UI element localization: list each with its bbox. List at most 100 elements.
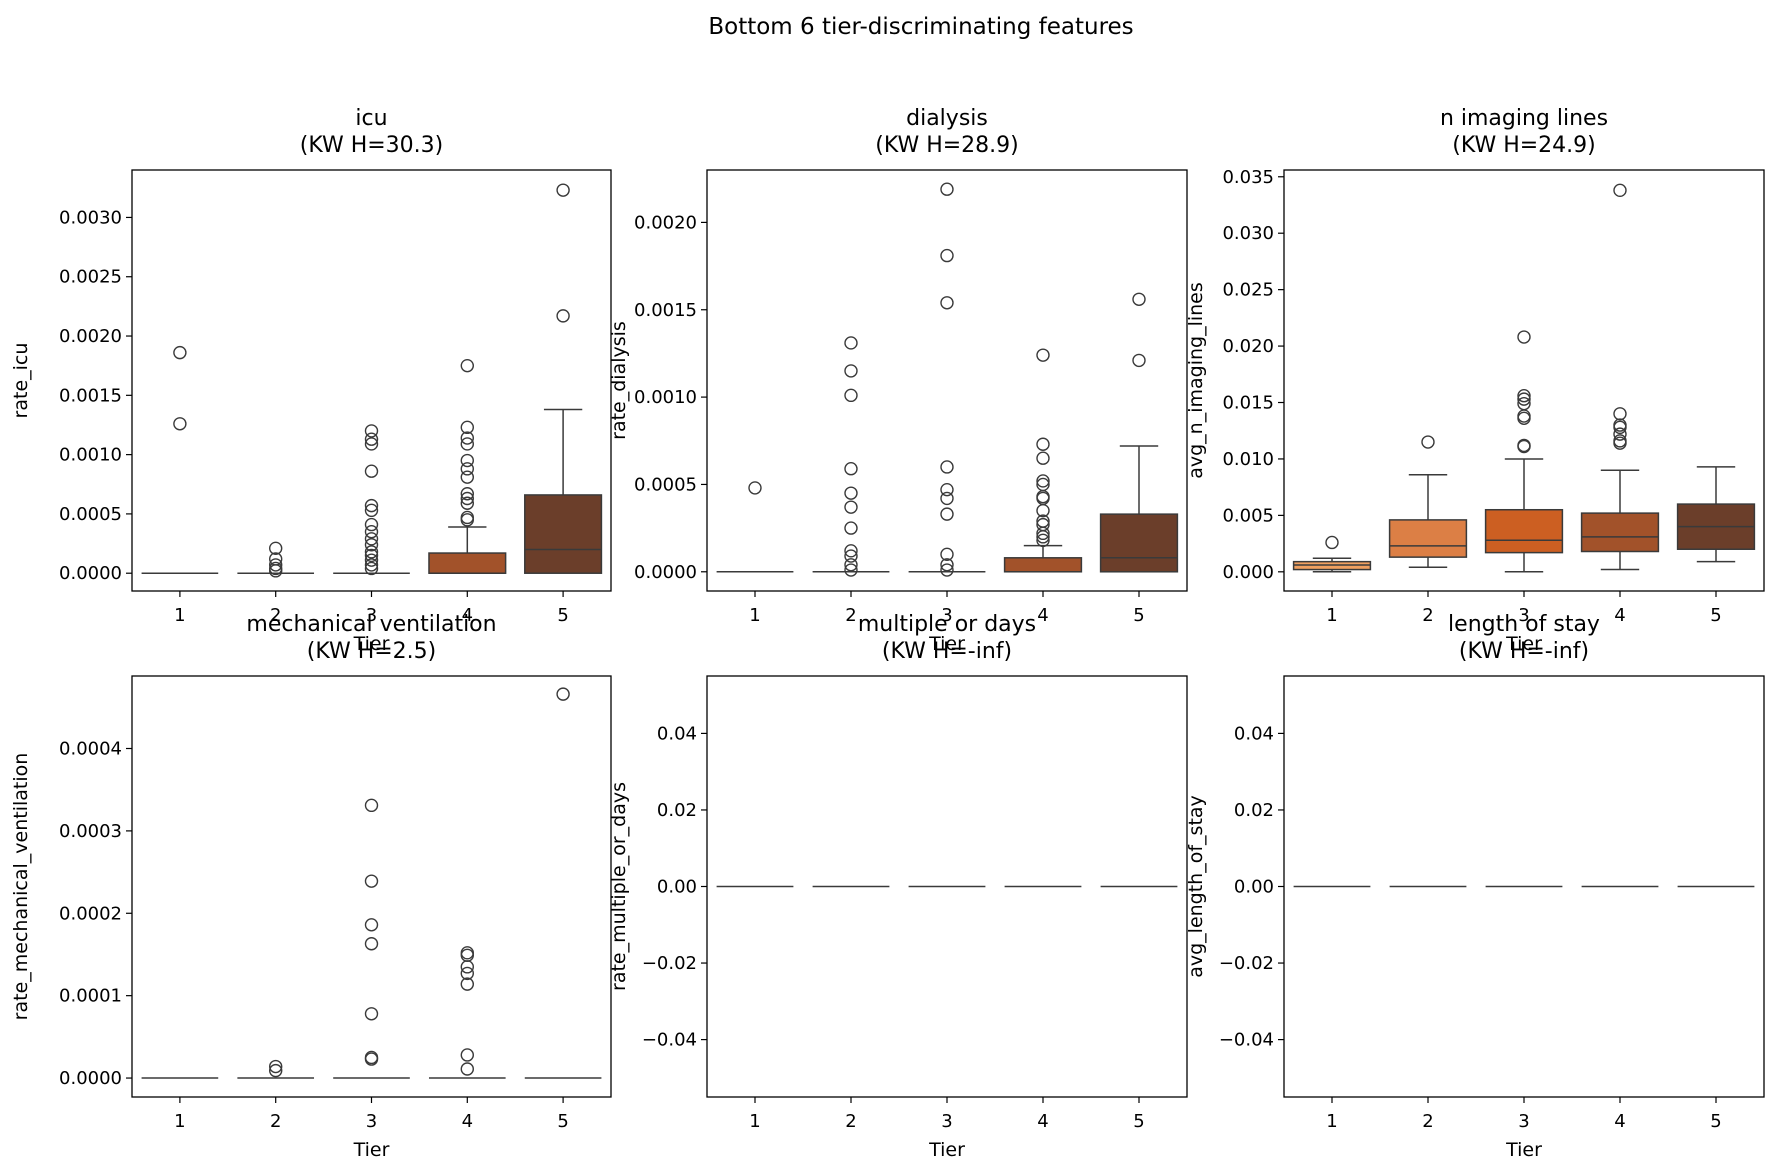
- outlier-point: [460, 453, 474, 468]
- x-tick-label: 4: [462, 1111, 473, 1132]
- x-tick-label: 4: [1614, 1111, 1625, 1132]
- box-tier-5: [1099, 292, 1179, 573]
- box-tier-1: [716, 481, 794, 573]
- outlier-point: [1613, 183, 1627, 198]
- x-tick-label: 4: [1037, 605, 1048, 626]
- outlier-point: [940, 296, 954, 310]
- outlier-point: [556, 687, 570, 701]
- y-axis-label: rate_multiple_or_days: [608, 782, 630, 991]
- outlier-point: [1517, 411, 1531, 426]
- outlier-point: [364, 525, 379, 539]
- outlier-point: [364, 498, 379, 513]
- outlier-point: [1613, 407, 1627, 421]
- y-tick-label: 0.02: [1234, 800, 1274, 821]
- box-tier-5: [1676, 466, 1756, 563]
- x-axis-label: Tier: [928, 1139, 965, 1161]
- outlier-point: [364, 545, 379, 559]
- y-tick-label: 0.0010: [634, 387, 697, 408]
- outlier-point: [1036, 526, 1050, 541]
- outlier-point: [269, 541, 283, 556]
- x-axis-label: Tier: [353, 633, 390, 655]
- y-tick-label: −0.04: [642, 1030, 697, 1051]
- outlier-point: [844, 336, 858, 350]
- outlier-point: [940, 248, 954, 263]
- x-tick-label: 3: [366, 605, 377, 626]
- outlier-point: [364, 464, 379, 478]
- outlier-point: [1421, 435, 1435, 449]
- outlier-point: [460, 420, 474, 435]
- panel-title-line: (KW H=28.9): [875, 133, 1019, 158]
- x-tick-label: 3: [1518, 605, 1529, 626]
- outlier-point: [1613, 427, 1627, 441]
- axes-frame: [131, 675, 612, 1098]
- y-tick-label: 0.0002: [59, 903, 122, 924]
- box-tier-3: [908, 182, 986, 577]
- x-tick-label: 2: [270, 605, 281, 626]
- x-tick-label: 5: [1710, 605, 1721, 626]
- outlier-point: [1517, 389, 1531, 403]
- panel-title-line: n imaging lines: [1440, 106, 1608, 131]
- chart-panel-4: mechanical ventilation (KW H=2.5) 0.0000 0.…: [10, 612, 612, 1161]
- y-tick-label: 0.04: [1234, 723, 1274, 744]
- outlier-point: [844, 521, 858, 535]
- outlier-point: [1325, 535, 1339, 550]
- y-tick-label: 0.000: [1222, 562, 1274, 583]
- x-axis-label: Tier: [928, 633, 965, 655]
- y-tick-label: 0.00: [1234, 877, 1274, 898]
- panel-title: mechanical ventilation (KW H=2.5): [246, 612, 496, 664]
- chart-panel-3: n imaging lines (KW H=24.9) 0.000 0.005 0.01…: [1185, 106, 1765, 655]
- panel-title-line: (KW H=-inf): [1459, 639, 1589, 664]
- y-tick-label: 0.0001: [59, 986, 122, 1007]
- y-tick-label: 0.015: [1222, 393, 1274, 414]
- outlier-point: [364, 918, 379, 932]
- box-tier-4: [428, 358, 507, 574]
- outlier-point: [940, 491, 954, 506]
- y-tick-label: 0.00: [657, 877, 697, 898]
- outlier-point: [556, 183, 570, 197]
- outlier-point: [460, 1048, 474, 1062]
- x-tick-label: 4: [1614, 605, 1625, 626]
- outlier-point: [364, 561, 379, 576]
- outlier-point: [844, 364, 858, 378]
- y-tick-label: 0.0000: [59, 563, 122, 584]
- y-tick-label: 0.0000: [59, 1068, 122, 1089]
- outlier-point: [1132, 353, 1146, 368]
- outlier-point: [1036, 437, 1050, 451]
- box-tier-3: [333, 798, 410, 1079]
- box-tier-2: [1388, 435, 1468, 569]
- outlier-point: [364, 1007, 379, 1021]
- box-iqr: [428, 552, 507, 574]
- x-tick-label: 5: [557, 1111, 568, 1132]
- y-tick-label: −0.04: [1219, 1030, 1274, 1051]
- outlier-point: [364, 424, 379, 438]
- outlier-point: [364, 874, 379, 888]
- x-tick-label: 5: [1710, 1111, 1721, 1132]
- outlier-point: [1036, 474, 1050, 488]
- outlier-point: [364, 937, 379, 951]
- y-tick-label: 0.005: [1222, 505, 1274, 526]
- y-tick-label: −0.02: [1219, 953, 1274, 974]
- outlier-point: [844, 388, 858, 403]
- y-axis-label: avg_length_of_stay: [1185, 795, 1207, 978]
- y-tick-label: 0.0015: [59, 385, 122, 406]
- outlier-point: [460, 960, 474, 974]
- panel-title: multiple or days (KW H=-inf): [858, 612, 1036, 664]
- box-tier-5: [524, 687, 602, 1079]
- y-tick-label: 0.0030: [59, 207, 122, 228]
- outlier-point: [1036, 348, 1050, 362]
- box-tier-1: [141, 345, 219, 574]
- panel-title-line: multiple or days: [858, 612, 1036, 637]
- outlier-point: [460, 1062, 474, 1076]
- y-tick-label: 0.0020: [59, 326, 122, 347]
- outlier-point: [1036, 503, 1050, 518]
- outlier-point: [364, 1052, 379, 1066]
- axes-frame: [706, 675, 1188, 1098]
- outlier-point: [844, 563, 858, 577]
- outlier-point: [460, 977, 474, 991]
- x-tick-label: 5: [557, 605, 568, 626]
- x-tick-label: 3: [366, 1111, 377, 1132]
- y-axis-label: rate_icu: [10, 343, 32, 419]
- axes-frame: [1283, 675, 1765, 1098]
- x-tick-label: 1: [1326, 605, 1337, 626]
- outlier-point: [1132, 292, 1146, 306]
